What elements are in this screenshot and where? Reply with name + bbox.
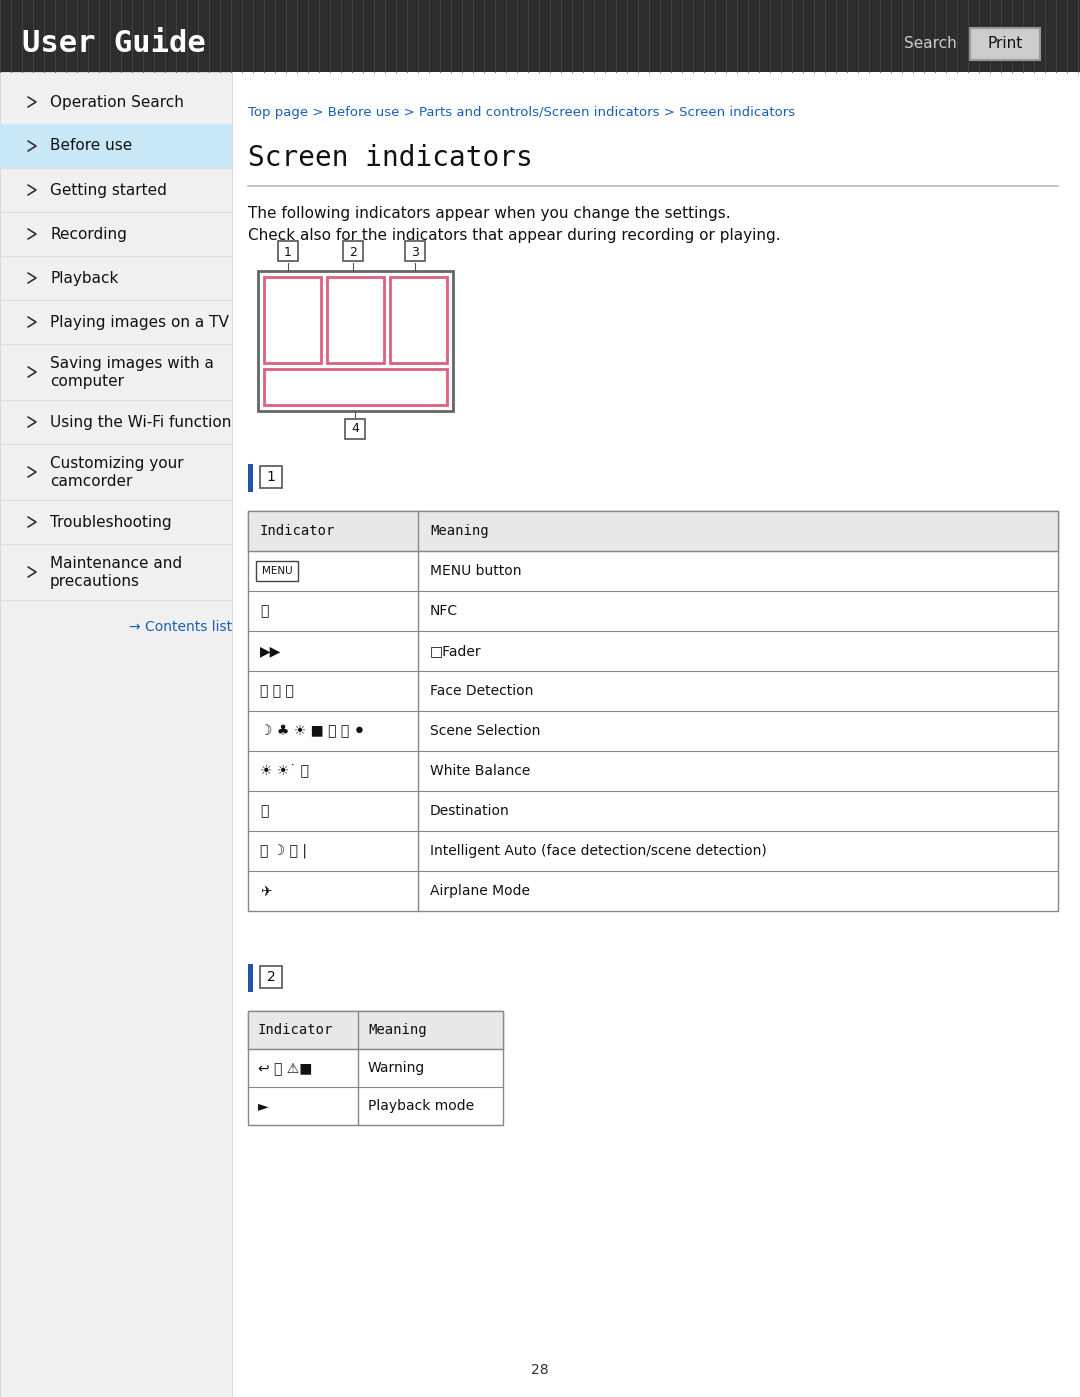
Text: Airplane Mode: Airplane Mode: [430, 884, 530, 898]
Text: ☀ ☀˙ 📷: ☀ ☀˙ 📷: [260, 764, 309, 778]
Bar: [248, 511, 1058, 911]
Text: Check also for the indicators that appear during recording or playing.: Check also for the indicators that appea…: [248, 228, 781, 243]
Text: Maintenance and: Maintenance and: [50, 556, 183, 571]
Text: Before use: Before use: [50, 138, 132, 154]
Text: Scene Selection: Scene Selection: [430, 724, 540, 738]
Text: Getting started: Getting started: [50, 183, 167, 197]
Text: Recording: Recording: [50, 226, 126, 242]
Bar: [278, 242, 298, 261]
Bar: [248, 511, 1058, 550]
Text: ✈: ✈: [260, 884, 272, 898]
Text: User Guide: User Guide: [22, 29, 206, 59]
Text: Warning: Warning: [368, 1060, 426, 1076]
Text: Destination: Destination: [430, 805, 510, 819]
Text: Meaning: Meaning: [430, 524, 488, 538]
Bar: [327, 277, 384, 363]
Text: Screen indicators: Screen indicators: [248, 144, 532, 172]
Text: 🚶: 🚶: [260, 805, 268, 819]
Bar: [264, 369, 447, 405]
Text: 2: 2: [349, 246, 356, 260]
Bar: [248, 1011, 503, 1125]
Text: Indicator: Indicator: [260, 524, 336, 538]
Bar: [0, 73, 232, 1397]
Text: NFC: NFC: [430, 604, 458, 617]
Text: Using the Wi-Fi function: Using the Wi-Fi function: [50, 415, 231, 429]
Text: Search: Search: [904, 36, 957, 52]
Text: ▶▶: ▶▶: [260, 644, 281, 658]
Text: Top page > Before use > Parts and controls/Screen indicators > Screen indicators: Top page > Before use > Parts and contro…: [248, 106, 795, 119]
Text: Print: Print: [987, 36, 1023, 52]
Text: Playback mode: Playback mode: [368, 1099, 474, 1113]
Text: Indicator: Indicator: [258, 1023, 334, 1037]
Bar: [260, 467, 282, 488]
Text: Operation Search: Operation Search: [50, 95, 184, 109]
Bar: [343, 242, 363, 261]
Text: The following indicators appear when you change the settings.: The following indicators appear when you…: [248, 205, 731, 221]
Text: ↩ ❎ ⚠■: ↩ ❎ ⚠■: [258, 1060, 312, 1076]
Bar: [256, 562, 298, 581]
Bar: [264, 277, 321, 363]
Bar: [260, 965, 282, 988]
Text: 28: 28: [531, 1363, 549, 1377]
Text: Intelligent Auto (face detection/scene detection): Intelligent Auto (face detection/scene d…: [430, 844, 767, 858]
Text: 4: 4: [351, 422, 359, 436]
Text: Meaning: Meaning: [368, 1023, 427, 1037]
Bar: [345, 419, 365, 439]
Bar: [0, 0, 1080, 73]
Bar: [258, 271, 453, 411]
Text: 📷 ☽ 🔒 |: 📷 ☽ 🔒 |: [260, 844, 307, 858]
Text: MENU button: MENU button: [430, 564, 522, 578]
Text: Troubleshooting: Troubleshooting: [50, 514, 172, 529]
Text: 3: 3: [411, 246, 419, 260]
Bar: [248, 964, 253, 992]
Text: ☽ ♣ ☀ ■ 🔒 🏃 ⚫: ☽ ♣ ☀ ■ 🔒 🏃 ⚫: [260, 724, 365, 738]
Text: precautions: precautions: [50, 574, 140, 590]
Bar: [970, 28, 1040, 60]
Text: Playback: Playback: [50, 271, 119, 285]
Text: Playing images on a TV: Playing images on a TV: [50, 314, 229, 330]
Text: 2: 2: [267, 970, 275, 983]
Text: computer: computer: [50, 374, 124, 390]
Text: 1: 1: [284, 246, 292, 260]
Text: Face Detection: Face Detection: [430, 685, 534, 698]
Text: ►: ►: [258, 1099, 269, 1113]
Text: White Balance: White Balance: [430, 764, 530, 778]
Text: 👤 👥 👥: 👤 👥 👥: [260, 685, 294, 698]
Bar: [390, 277, 447, 363]
Bar: [248, 1011, 503, 1049]
Text: Customizing your: Customizing your: [50, 455, 184, 471]
Bar: [248, 464, 253, 492]
Text: Saving images with a: Saving images with a: [50, 356, 214, 372]
Text: MENU: MENU: [261, 566, 293, 576]
Text: Ⓝ: Ⓝ: [260, 604, 268, 617]
Text: □Fader: □Fader: [430, 644, 482, 658]
Bar: [0, 124, 232, 168]
Bar: [405, 242, 426, 261]
Text: 1: 1: [267, 469, 275, 483]
Text: → Contents list: → Contents list: [129, 620, 232, 634]
Text: camcorder: camcorder: [50, 474, 133, 489]
